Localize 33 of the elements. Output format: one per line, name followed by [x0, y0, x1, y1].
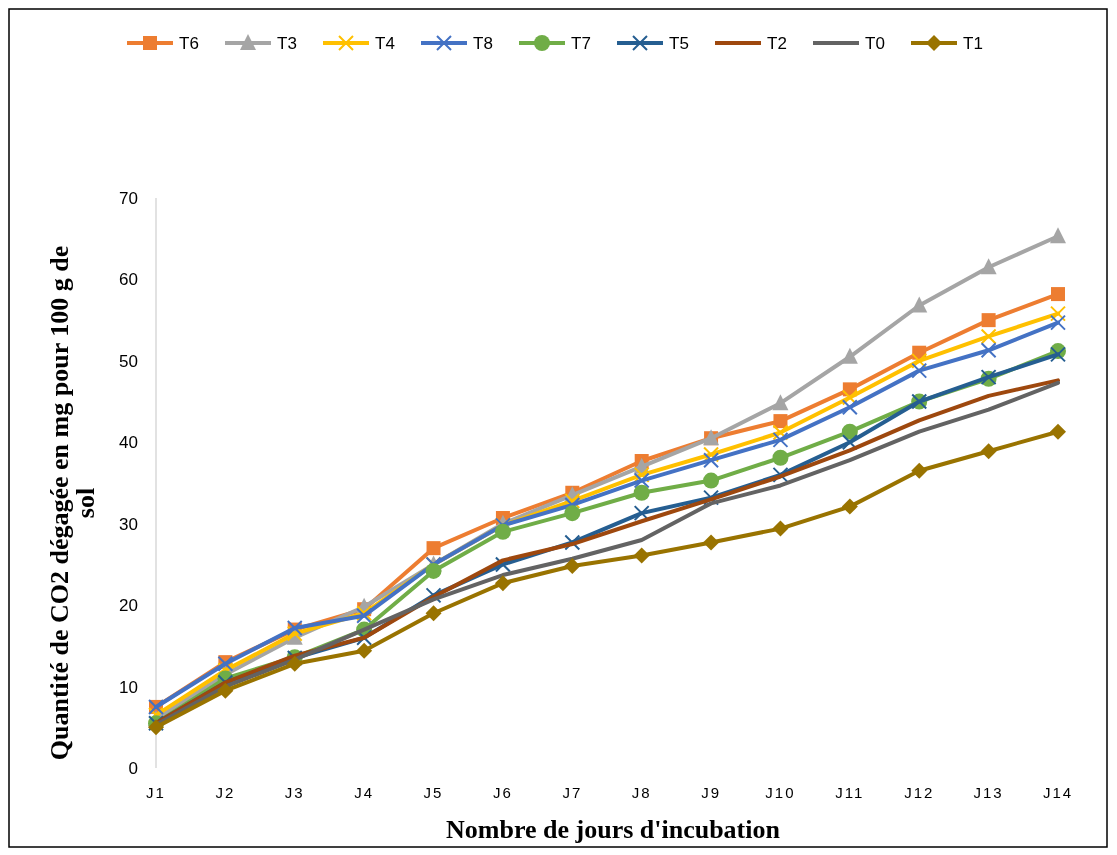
x-tick-label: J13	[973, 784, 1004, 801]
y-tick-label: 40	[119, 433, 138, 453]
y-tick-label: 10	[119, 677, 138, 697]
x-tick-label: J1	[146, 784, 166, 801]
x-axis-title: Nombre de jours d'incubation	[446, 815, 781, 844]
y-tick-label: 70	[119, 188, 138, 208]
x-tick-label: J3	[284, 784, 305, 801]
legend-label: T1	[963, 33, 983, 53]
legend-label: T6	[179, 33, 199, 53]
x-tick-label: J6	[493, 784, 513, 801]
y-tick-label: 30	[119, 514, 138, 534]
x-tick-label: J8	[631, 784, 652, 801]
x-tick-label: J4	[354, 784, 375, 801]
x-tick-label: J14	[1042, 784, 1074, 801]
y-tick-label: 20	[119, 596, 138, 616]
x-tick-label: J11	[835, 784, 865, 801]
y-tick-label: 50	[119, 351, 138, 371]
x-tick-label: J5	[423, 784, 444, 801]
x-tick-label: J10	[765, 784, 796, 801]
legend-label: T0	[865, 33, 885, 53]
legend-label: T8	[473, 33, 493, 53]
y-tick-label: 60	[119, 270, 138, 290]
legend-label: T3	[277, 33, 297, 53]
legend-label: T5	[669, 33, 689, 53]
legend-label: T2	[767, 33, 787, 53]
x-tick-label: J12	[904, 784, 935, 801]
legend-label: T7	[571, 33, 591, 53]
y-tick-label: 0	[128, 758, 138, 778]
y-axis-title: Quantité de CO2 dégagée en mg pour 100 g de sol	[45, 245, 100, 761]
x-tick-label: J9	[701, 784, 721, 801]
legend-label: T4	[375, 33, 395, 53]
x-tick-label: J2	[215, 784, 236, 801]
x-tick-label: J7	[562, 784, 583, 801]
